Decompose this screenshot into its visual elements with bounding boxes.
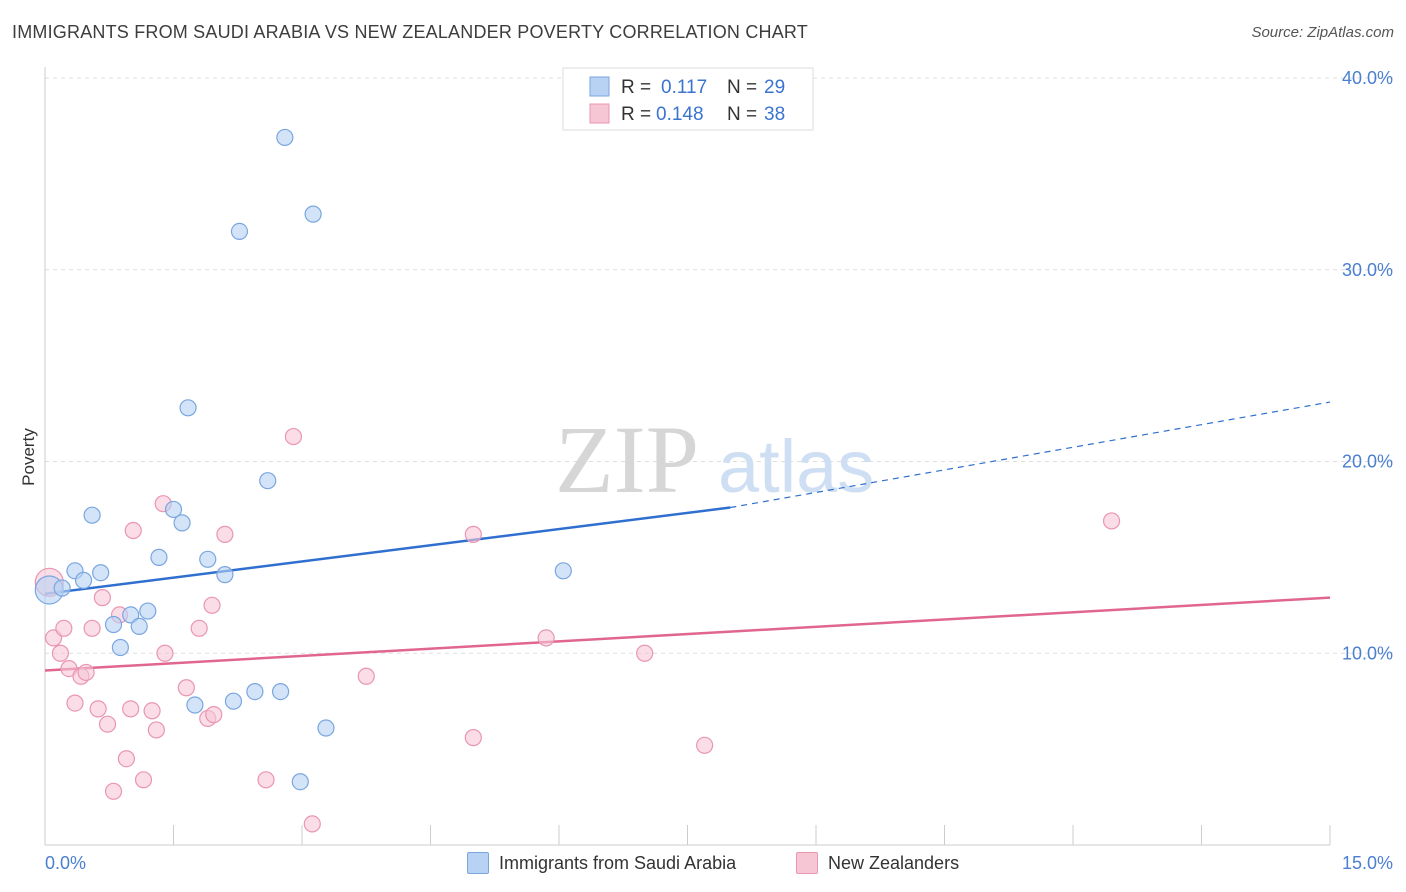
nz-point-26: [205, 706, 223, 724]
saudi-point-9: [130, 617, 148, 636]
saudi-point-12: [164, 500, 183, 519]
saudi-point-3: [74, 571, 93, 589]
saudi-point-13: [173, 514, 191, 532]
nz-point-36: [696, 736, 714, 754]
nz-point-19: [147, 721, 165, 739]
saudi-point-23: [276, 128, 294, 147]
legend-r-value-blue: 0.117: [661, 77, 707, 98]
nz-point-33: [464, 525, 482, 543]
y-tick-label-1: 20.0%: [1342, 452, 1393, 472]
nz-point-12: [104, 782, 123, 800]
x-tick-label-1: 15.0%: [1342, 853, 1393, 873]
nz-trend-line: [44, 596, 1331, 672]
data-points: [34, 128, 1121, 833]
saudi-trend-extension: [730, 401, 1331, 509]
nz-point-28: [257, 771, 275, 789]
watermark: ZIP atlas: [555, 406, 874, 513]
nz-point-4: [60, 659, 78, 678]
saudi-point-15: [186, 696, 204, 714]
saudi-point-5: [92, 564, 110, 582]
legend-swatch-pink: [589, 103, 610, 124]
legend-r-value-pink: 0.148: [656, 104, 704, 125]
saudi-point-8: [122, 606, 140, 624]
watermark-atlas: atlas: [718, 425, 874, 508]
legend-n-value-pink: 38: [764, 104, 785, 125]
nz-point-18: [143, 702, 161, 720]
nz-point-29: [284, 427, 303, 446]
grid-lines: [45, 77, 1395, 654]
saudi-point-11: [150, 548, 168, 566]
nz-point-37: [1102, 512, 1121, 530]
saudi-point-17: [216, 566, 234, 584]
series-legend: Immigrants from Saudi Arabia New Zealand…: [0, 852, 1406, 878]
saudi-point-20: [246, 682, 264, 701]
saudi-point-19: [230, 222, 249, 240]
nz-point-31: [357, 667, 375, 685]
nz-point-16: [124, 521, 142, 540]
y-axis-title: Poverty: [19, 428, 38, 486]
saudi-point-27: [554, 562, 572, 580]
nz-point-34: [537, 629, 555, 647]
saudi-point-7: [111, 638, 129, 657]
trend-lines: [44, 401, 1331, 672]
saudi-point-1: [53, 579, 71, 597]
saudi-point-25: [304, 205, 322, 223]
saudi-point-4: [83, 506, 101, 524]
watermark-zip: ZIP: [555, 406, 699, 513]
legend-r-label-blue: R =: [621, 77, 651, 98]
nz-point-9: [89, 700, 107, 718]
nz-point-23: [190, 619, 208, 637]
y-tick-label-2: 30.0%: [1342, 260, 1393, 280]
saudi-point-18: [224, 692, 243, 710]
nz-point-20: [156, 644, 174, 662]
nz-point-10: [93, 589, 111, 607]
nz-point-7: [77, 663, 95, 682]
saudi-point-26: [317, 719, 335, 737]
nz-point-3: [55, 619, 73, 637]
nz-point-2: [51, 644, 70, 662]
nz-point-15: [122, 700, 140, 718]
source-credit: Source: ZipAtlas.com: [1251, 24, 1394, 41]
legend-item-nz[interactable]: New Zealanders: [796, 852, 959, 874]
legend-swatch-saudi: [467, 852, 489, 874]
y-tick-labels: 10.0% 20.0% 30.0% 40.0%: [1342, 68, 1393, 663]
axes: [44, 67, 1331, 846]
y-tick-label-0: 10.0%: [1342, 643, 1393, 663]
legend-label-saudi: Immigrants from Saudi Arabia: [499, 852, 737, 873]
nz-point-11: [98, 715, 117, 733]
saudi-point-10: [139, 602, 157, 620]
saudi-point-6: [104, 615, 123, 634]
saudi-trend-line: [44, 506, 731, 596]
legend-r-label-pink: R =: [621, 104, 651, 125]
saudi-point-24: [291, 773, 309, 791]
nz-point-25: [203, 596, 221, 614]
legend-n-label-blue: N =: [727, 77, 757, 98]
legend-n-label-pink: N =: [727, 104, 757, 125]
nz-point-5: [66, 694, 84, 712]
nz-point-17: [134, 771, 153, 789]
legend-label-nz: New Zealanders: [828, 852, 960, 873]
x-tick-label-0: 0.0%: [45, 853, 86, 873]
saudi-point-22: [271, 682, 290, 701]
y-tick-label-3: 40.0%: [1342, 68, 1393, 88]
nz-point-32: [464, 729, 482, 747]
legend-n-value-blue: 29: [764, 77, 785, 98]
nz-point-35: [636, 644, 654, 662]
nz-point-22: [177, 679, 195, 697]
stats-legend: R = 0.117 N = 29 R = 0.148 N = 38: [562, 67, 814, 131]
nz-point-14: [117, 750, 135, 768]
saudi-point-16: [199, 550, 217, 568]
legend-swatch-nz: [796, 852, 818, 874]
x-tick-labels: 0.0% 15.0%: [45, 853, 1393, 873]
nz-point-30: [303, 815, 321, 833]
legend-swatch-blue: [589, 76, 610, 97]
legend-item-saudi[interactable]: Immigrants from Saudi Arabia: [467, 852, 736, 874]
saudi-point-21: [259, 472, 277, 490]
chart-title: IMMIGRANTS FROM SAUDI ARABIA VS NEW ZEAL…: [12, 22, 808, 42]
nz-point-8: [83, 619, 101, 637]
nz-point-27: [216, 525, 234, 543]
saudi-point-14: [179, 399, 197, 417]
